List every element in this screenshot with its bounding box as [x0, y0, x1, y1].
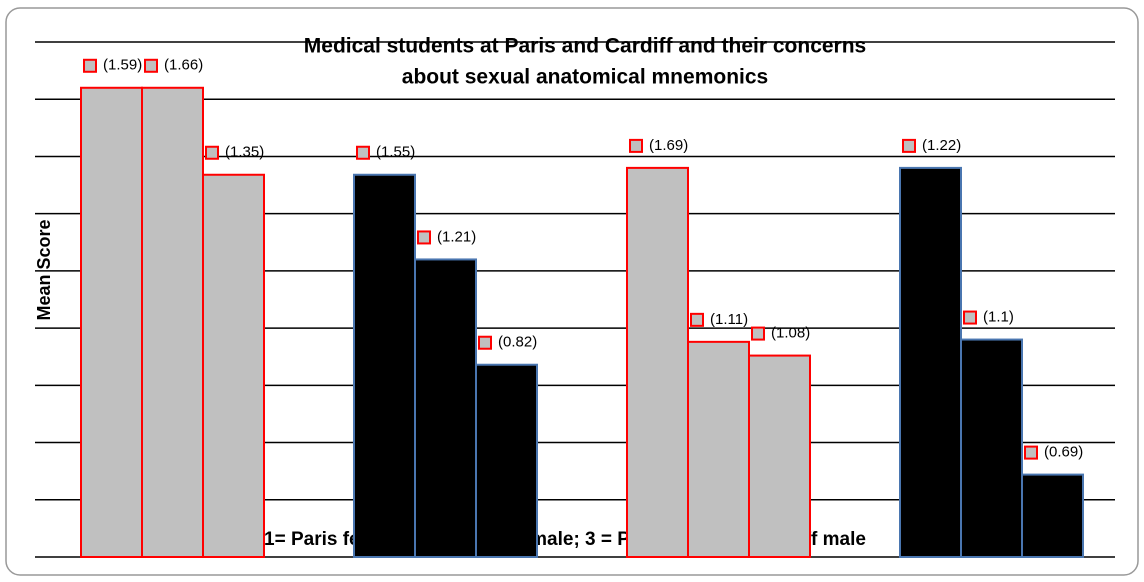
bar	[1021, 473, 1084, 559]
y-axis-label: Mean Score	[34, 219, 54, 320]
bar	[202, 173, 265, 558]
marker	[478, 335, 492, 350]
data-label: (1.11)	[710, 311, 748, 328]
data-label: (1.66)	[164, 57, 203, 74]
data-label: (1.35)	[225, 144, 264, 161]
data-label: (1.21)	[437, 228, 476, 245]
bar	[960, 338, 1023, 558]
data-label: (1.1)	[983, 309, 1014, 326]
bar	[414, 258, 477, 558]
marker	[751, 326, 765, 341]
bars	[80, 86, 1084, 559]
marker	[417, 230, 431, 245]
bar	[626, 166, 689, 558]
marker	[629, 138, 643, 153]
data-label: (1.69)	[649, 137, 688, 154]
bar	[899, 166, 962, 558]
marker	[83, 58, 97, 73]
bar	[353, 173, 416, 558]
marker	[356, 145, 370, 160]
marker	[963, 310, 977, 325]
marker	[205, 145, 219, 160]
chart-title: Medical students at Paris and Cardiff an…	[304, 35, 866, 58]
data-label: (1.59)	[103, 57, 142, 74]
data-label: (1.08)	[771, 325, 810, 342]
marker	[902, 138, 916, 153]
data-label: (1.55)	[376, 144, 415, 161]
bar	[80, 86, 143, 559]
data-label: (0.69)	[1044, 444, 1083, 461]
chart-title: about sexual anatomical mnemonics	[402, 66, 768, 89]
frame	[5, 7, 1139, 576]
data-label: (1.22)	[922, 137, 961, 154]
marker	[690, 312, 704, 327]
markers: (1.59) (1.66) (1.35) (1.55) (1.21) (0.82) (1.6…	[83, 57, 1083, 461]
bar	[748, 354, 811, 559]
bar	[475, 363, 538, 558]
marker	[144, 58, 158, 73]
data-label: (0.82)	[498, 334, 537, 351]
bar	[687, 340, 750, 558]
marker	[1024, 445, 1038, 460]
bar	[141, 86, 204, 559]
